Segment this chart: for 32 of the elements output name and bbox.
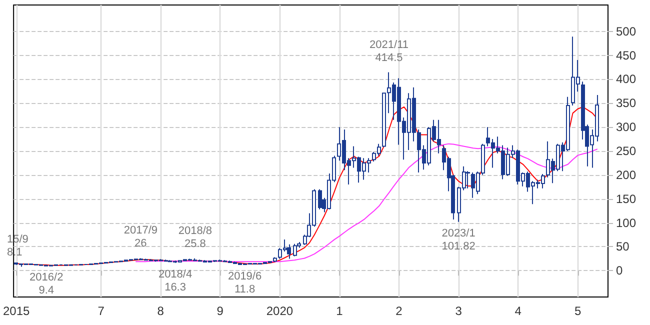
y-tick-label: 300	[616, 120, 636, 134]
candlestick	[466, 170, 470, 189]
y-tick-label: 500	[616, 24, 636, 38]
y-tick-label: 250	[616, 144, 636, 158]
x-tick-label: 2015	[2, 304, 30, 318]
y-tick-label: 350	[616, 96, 636, 110]
x-tick-label: 2020	[266, 304, 294, 318]
y-tick-label: 150	[616, 192, 636, 206]
x-tick-label: 7	[98, 304, 105, 318]
y-tick-label: 400	[616, 72, 636, 86]
x-tick-label: 3	[455, 304, 462, 318]
annotation: 2017/9 26	[124, 224, 158, 250]
y-tick-label: 0	[616, 264, 623, 278]
x-tick-label: 9	[216, 304, 224, 318]
x-tick-label: 5	[574, 304, 582, 318]
x-tick-label: 4	[514, 304, 522, 318]
annotation: 2021/11 414.5	[370, 38, 409, 64]
annotation: 2018/8 25.8	[178, 224, 212, 250]
x-tick-label: 1	[336, 304, 344, 318]
x-tick-label: 2	[396, 304, 403, 318]
annotation: 2018/4 16.3	[158, 268, 192, 294]
x-tick-label: 8	[157, 304, 164, 318]
candlestick	[318, 188, 322, 210]
annotation: 2023/1 101.82	[442, 227, 476, 252]
annotation: 2019/6 11.8	[228, 270, 262, 296]
annotation: 2016/2 9.4	[30, 272, 64, 297]
y-tick-label: 50	[616, 240, 630, 254]
y-tick-label: 450	[616, 48, 636, 62]
y-tick-label: 200	[616, 168, 636, 182]
candlestick	[287, 244, 291, 260]
candlestick	[293, 243, 297, 257]
y-tick-label: 100	[616, 216, 636, 230]
